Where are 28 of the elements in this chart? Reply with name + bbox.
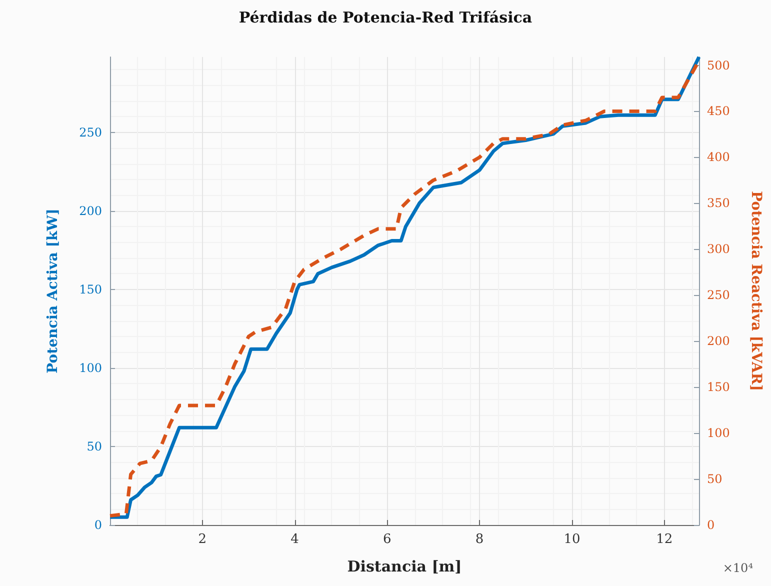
x-tick-label: 6 [383, 532, 392, 547]
y2-tick-label: 0 [707, 518, 715, 532]
y-tick-label: 250 [79, 125, 102, 140]
x-tick-label: 4 [290, 532, 299, 547]
y2-tick-label: 350 [707, 196, 730, 210]
y2-tick-label: 250 [707, 288, 730, 302]
y2-tick-label: 500 [707, 58, 730, 72]
y2-axis-title: Potencia Reactiva [kVAR] [748, 190, 764, 392]
y-tick-label: 150 [79, 282, 102, 296]
y2-tick-label: 100 [707, 426, 730, 440]
y-tick-label: 0 [94, 518, 102, 532]
y2-tick-label: 450 [707, 104, 730, 118]
y-axis-title: Potencia Activa [kW] [45, 208, 61, 374]
chart-title: Pérdidas de Potencia-Red Trifásica [238, 8, 532, 26]
x-tick-label: 12 [656, 532, 673, 547]
y2-tick-label: 150 [707, 380, 730, 394]
y2-tick-label: 400 [707, 150, 730, 164]
x-tick-label: 10 [564, 532, 580, 547]
y-tick-label: 200 [79, 204, 102, 218]
y2-tick-label: 200 [707, 334, 730, 348]
y2-tick-label: 50 [707, 472, 722, 486]
x-tick-label: 8 [475, 532, 484, 547]
x-axis-title: Distancia [m] [347, 558, 462, 576]
y2-tick-label: 300 [707, 242, 730, 256]
x-tick-label: 2 [198, 532, 207, 547]
text: ×10⁴ [722, 561, 754, 575]
y-tick-label: 50 [86, 439, 102, 454]
y-tick-label: 100 [79, 360, 102, 375]
